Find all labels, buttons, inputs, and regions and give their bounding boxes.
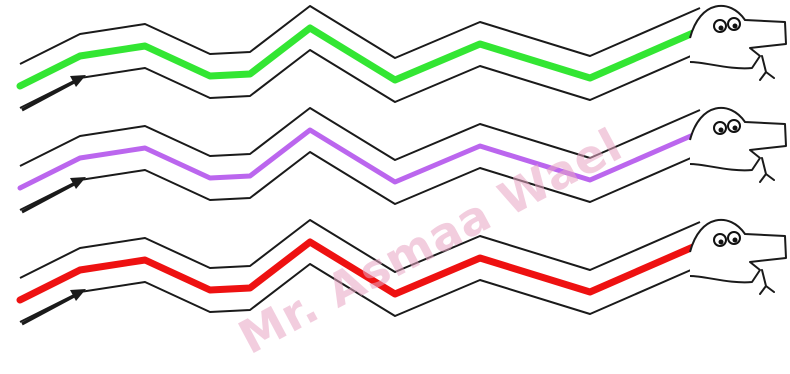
snake-outline-top	[19, 107, 701, 167]
traced-line[interactable]	[16, 24, 704, 90]
snake-head-icon	[689, 106, 787, 183]
start-arrow-icon	[21, 177, 86, 214]
snake-outline-bottom	[19, 151, 701, 211]
snake-3	[16, 218, 787, 326]
snake-1	[16, 4, 787, 112]
traced-line[interactable]	[17, 127, 703, 191]
snake-2	[17, 106, 787, 214]
snake-head-icon	[689, 218, 787, 295]
snake-outline-bottom	[19, 263, 701, 323]
snake-outline-top	[19, 219, 701, 279]
start-arrow-icon	[21, 75, 86, 112]
snake-head-icon	[689, 4, 787, 81]
snake-outline-top	[19, 5, 701, 65]
watermark-text: Mr. Asmaa Wael	[230, 117, 631, 364]
traced-line[interactable]	[16, 238, 704, 304]
start-arrow-icon	[21, 289, 86, 326]
snake-outline-bottom	[19, 49, 701, 109]
